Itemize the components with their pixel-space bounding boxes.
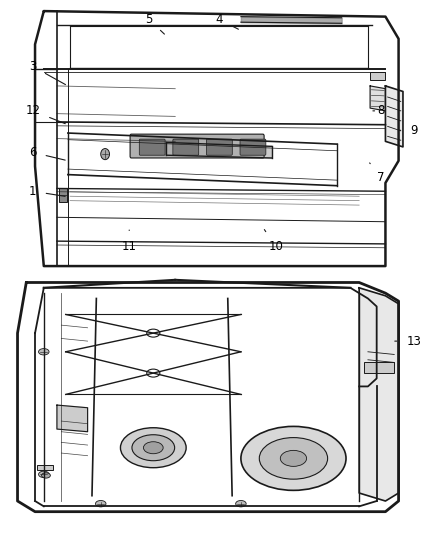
Circle shape <box>259 438 328 479</box>
Bar <box>364 362 394 373</box>
Bar <box>370 71 385 80</box>
Circle shape <box>120 427 186 468</box>
Circle shape <box>280 450 307 466</box>
Text: 9: 9 <box>399 124 418 137</box>
Text: 8: 8 <box>373 104 385 117</box>
Circle shape <box>132 435 175 461</box>
Circle shape <box>147 329 160 337</box>
Circle shape <box>143 442 163 454</box>
Circle shape <box>101 149 110 160</box>
Circle shape <box>42 473 50 478</box>
Text: 1: 1 <box>29 185 65 198</box>
Bar <box>37 464 53 471</box>
Text: 4: 4 <box>215 13 238 29</box>
Text: 13: 13 <box>395 335 421 348</box>
Polygon shape <box>359 288 399 501</box>
FancyBboxPatch shape <box>139 139 165 155</box>
Text: 12: 12 <box>25 104 65 124</box>
Text: 7: 7 <box>370 163 385 184</box>
Polygon shape <box>385 86 403 147</box>
Circle shape <box>147 369 160 377</box>
Text: 6: 6 <box>29 146 65 160</box>
Circle shape <box>39 471 49 478</box>
FancyBboxPatch shape <box>173 139 199 155</box>
Text: 11: 11 <box>122 230 137 253</box>
Circle shape <box>39 349 49 355</box>
Polygon shape <box>57 405 88 432</box>
Text: 3: 3 <box>29 60 65 85</box>
Circle shape <box>241 426 346 490</box>
Circle shape <box>95 500 106 507</box>
FancyBboxPatch shape <box>240 139 266 155</box>
Text: 5: 5 <box>145 13 164 34</box>
FancyBboxPatch shape <box>206 139 232 155</box>
Text: 10: 10 <box>265 230 283 253</box>
Circle shape <box>236 500 246 507</box>
FancyBboxPatch shape <box>130 134 264 158</box>
Bar <box>59 189 67 203</box>
Polygon shape <box>370 86 385 111</box>
